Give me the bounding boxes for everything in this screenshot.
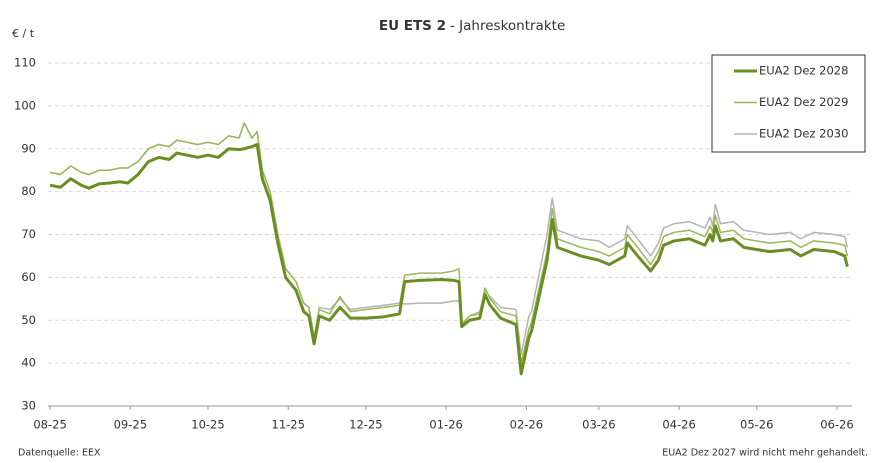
chart-title: EU ETS 2	[379, 18, 446, 34]
x-tick-label: 11-25	[272, 418, 305, 432]
lines	[49, 122, 849, 376]
y-tick-label: 70	[21, 227, 36, 241]
note: EUA2 Dez 2027 wird nicht mehr gehandelt.	[662, 448, 868, 459]
legend: EUA2 Dez 2028 EUA2 Dez 2029 EUA2 Dez 2030	[711, 54, 866, 153]
x-tick-label: 05-26	[740, 418, 773, 432]
y-tick-label: 30	[21, 399, 36, 413]
y-tick-label: 100	[14, 98, 36, 112]
x-tick-label: 09-25	[114, 418, 147, 432]
x-tick-label: 04-26	[662, 418, 695, 432]
y-tick-label: 90	[21, 141, 36, 155]
legend-label: EUA2 Dez 2029	[759, 95, 848, 109]
series-line	[49, 122, 849, 364]
y-tick-label: 60	[21, 270, 36, 284]
x-tick-label: 08-25	[33, 418, 66, 432]
x-tick-label: 10-25	[191, 418, 224, 432]
x-tick-label: 03-26	[582, 418, 615, 432]
legend-label: EUA2 Dez 2028	[759, 64, 848, 78]
series-line	[49, 142, 849, 376]
legend-label: EUA2 Dez 2030	[759, 127, 848, 141]
x-tick-label: 12-25	[349, 418, 382, 432]
y-tick-label: 50	[21, 313, 36, 327]
y-tick-label: 40	[21, 356, 36, 370]
chart-subtitle: - Jahreskontrakte	[450, 18, 565, 34]
x-tick-label: 06-26	[820, 418, 853, 432]
x-tick-label: 01-26	[429, 418, 462, 432]
y-tick-label: 80	[21, 184, 36, 198]
x-tick-label: 02-26	[510, 418, 543, 432]
y-axis-label: € / t	[12, 27, 35, 40]
source: Datenquelle: EEX	[18, 448, 101, 459]
y-tick-label: 110	[14, 56, 36, 70]
grid: 30 40 50 60 70 80 90 100 110 08-25 09-25 10-25 11-25…	[14, 56, 854, 432]
